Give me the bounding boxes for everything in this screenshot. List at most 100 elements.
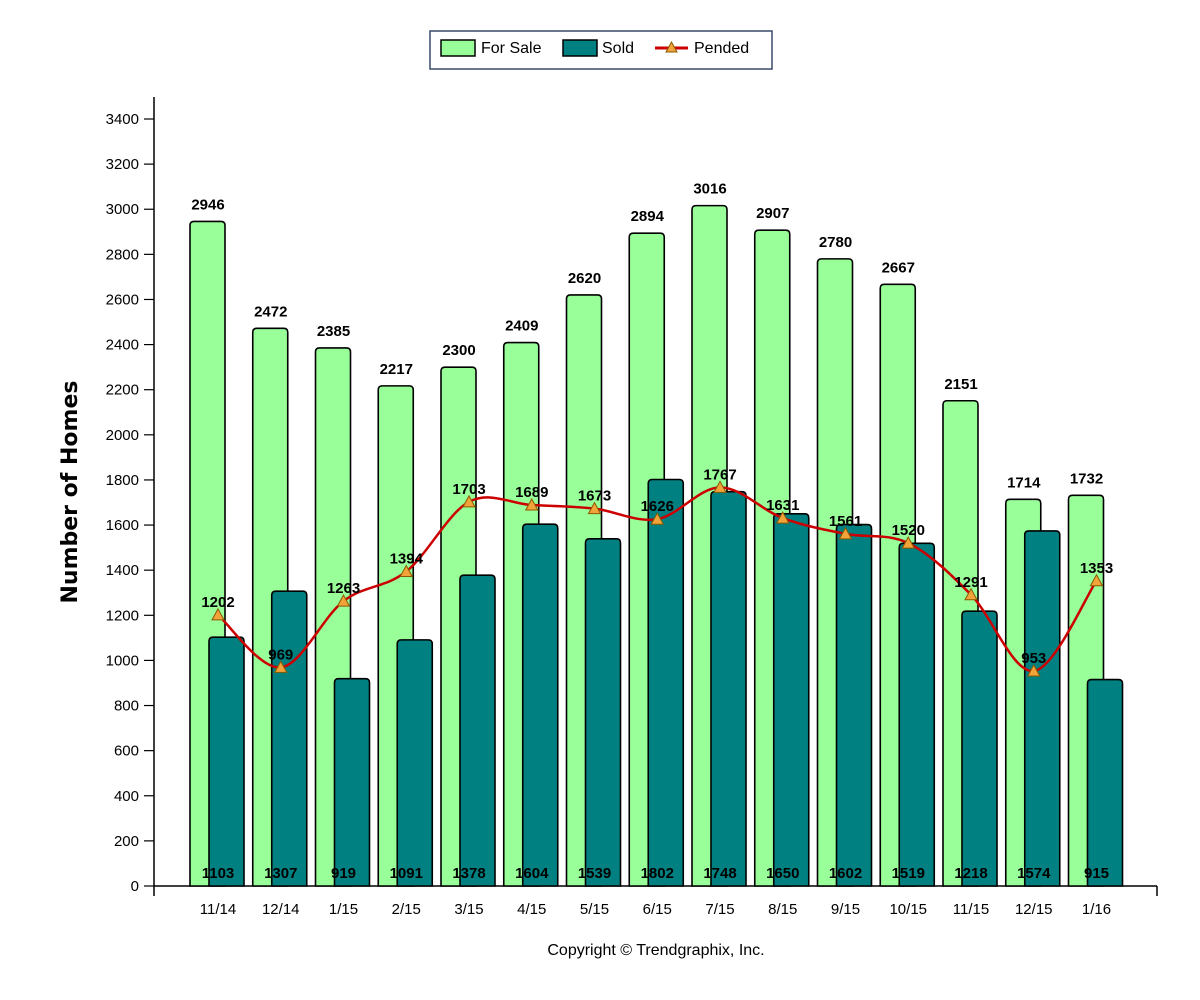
x-tick-label: 1/16: [1082, 901, 1111, 918]
y-tick-label: 0: [131, 878, 139, 895]
x-tick-label: 9/15: [831, 901, 860, 918]
x-tick-label: 12/15: [1015, 901, 1053, 918]
data-labels: 2946 2472 2385 2217 2300 2409 2620 2894 3016 2907…: [191, 181, 1113, 882]
y-tick-label: 1600: [106, 517, 139, 534]
pended-marker: [462, 494, 476, 508]
data-label-pended: 1703: [452, 481, 485, 498]
data-label-sold: 1378: [452, 865, 485, 882]
data-label-pended: 1689: [515, 484, 548, 501]
x-tick-label: 1/15: [329, 901, 358, 918]
data-label-sold: 1650: [766, 865, 799, 882]
bar-sold: [961, 610, 998, 887]
data-label-pended: 1291: [954, 574, 987, 591]
bar-sold: [521, 523, 559, 887]
copyright-text: Copyright © Trendgraphix, Inc.: [547, 942, 764, 959]
y-tick-label: 1800: [106, 472, 139, 489]
data-label-sold: 1218: [954, 865, 987, 882]
y-tick-label: 800: [114, 698, 139, 715]
bar-sold: [208, 636, 245, 887]
data-label-sold: 1748: [703, 865, 736, 882]
pended-marker: [713, 480, 727, 493]
legend-box: [429, 30, 773, 70]
bar-sold: [584, 538, 622, 887]
data-label-pended: 1673: [578, 488, 611, 505]
data-label-for-sale: 2907: [756, 205, 789, 222]
legend: For Sale Sold Pended: [429, 30, 773, 70]
data-label-for-sale: 2667: [882, 259, 915, 276]
bar-sold: [710, 490, 747, 887]
axes: 0 200 400 600 800 1000 1200 1400 1600 1800 2000 220…: [106, 97, 1158, 918]
data-label-for-sale: 2300: [442, 342, 475, 359]
data-label-for-sale: 2894: [631, 208, 665, 225]
y-tick-label: 2800: [106, 246, 139, 263]
data-label-for-sale: 2385: [317, 323, 350, 340]
data-label-for-sale: 1714: [1007, 474, 1041, 491]
legend-label-pended: Pended: [694, 40, 749, 57]
y-tick-label: 2200: [106, 382, 139, 399]
bar-sold: [772, 512, 810, 887]
x-tick-label: 3/15: [454, 901, 483, 918]
pended-marker: [399, 564, 414, 578]
x-tick-label: 10/15: [889, 901, 927, 918]
y-tick-label: 1000: [106, 652, 139, 669]
pended-marker: [524, 497, 539, 511]
data-label-for-sale: 2472: [254, 303, 287, 320]
bar-sold: [459, 574, 496, 887]
pended-marker: [650, 512, 665, 525]
y-tick-label: 2000: [106, 427, 139, 444]
data-label-pended: 1767: [703, 466, 736, 483]
y-tick-label: 200: [114, 833, 139, 850]
data-label-pended: 953: [1021, 650, 1046, 667]
legend-swatch-sold: [562, 39, 598, 57]
data-label-pended: 1394: [390, 551, 424, 568]
y-tick-label: 1400: [106, 562, 139, 579]
bar-sold: [1086, 678, 1124, 887]
data-label-sold: 1519: [892, 865, 925, 882]
data-label-for-sale: 1732: [1070, 470, 1103, 487]
data-label-sold: 919: [331, 865, 356, 882]
pended-series: [211, 480, 1104, 677]
data-label-pended: 1202: [201, 594, 234, 611]
bar-sold: [1023, 530, 1061, 887]
data-label-pended: 1263: [327, 580, 360, 597]
x-tick-label: 8/15: [768, 901, 797, 918]
y-tick-label: 3000: [106, 201, 139, 218]
y-axis-label: Number of Homes: [58, 381, 83, 604]
data-label-sold: 1802: [641, 865, 674, 882]
data-label-pended: 1353: [1080, 560, 1113, 577]
pended-marker: [775, 511, 790, 524]
x-tick-label: 11/14: [200, 901, 236, 918]
y-tick-label: 3200: [106, 156, 139, 173]
data-label-sold: 1604: [515, 865, 549, 882]
pended-marker: [838, 526, 853, 540]
x-tick-label: 4/15: [517, 901, 546, 918]
pended-marker: [336, 594, 351, 607]
data-label-for-sale: 2620: [568, 270, 601, 287]
pended-marker: [901, 536, 916, 549]
data-label-pended: 1561: [829, 513, 862, 530]
data-label-pended: 1626: [641, 498, 674, 515]
data-label-sold: 1574: [1017, 865, 1051, 882]
data-label-sold: 915: [1084, 865, 1109, 882]
y-tick-label: 400: [114, 788, 139, 805]
data-label-for-sale: 2151: [944, 376, 977, 393]
data-label-for-sale: 2409: [505, 318, 538, 335]
y-tick-label: 2400: [106, 337, 139, 354]
data-label-sold: 1307: [264, 865, 297, 882]
x-tick-label: 11/15: [953, 901, 989, 918]
data-label-sold: 1103: [202, 865, 235, 882]
data-label-for-sale: 2780: [819, 234, 852, 251]
data-label-sold: 1539: [578, 865, 611, 882]
data-label-sold: 1091: [390, 865, 423, 882]
data-label-pended: 1631: [766, 497, 799, 514]
bars: [189, 204, 1124, 887]
y-tick-label: 1200: [106, 607, 139, 624]
bar-sold: [270, 590, 308, 887]
pended-marker: [1089, 573, 1104, 587]
legend-label-sold: Sold: [602, 40, 634, 57]
pended-marker: [1026, 663, 1041, 677]
bar-sold: [333, 677, 371, 887]
legend-swatch-for-sale: [440, 39, 476, 57]
legend-label-for-sale: For Sale: [481, 40, 542, 57]
